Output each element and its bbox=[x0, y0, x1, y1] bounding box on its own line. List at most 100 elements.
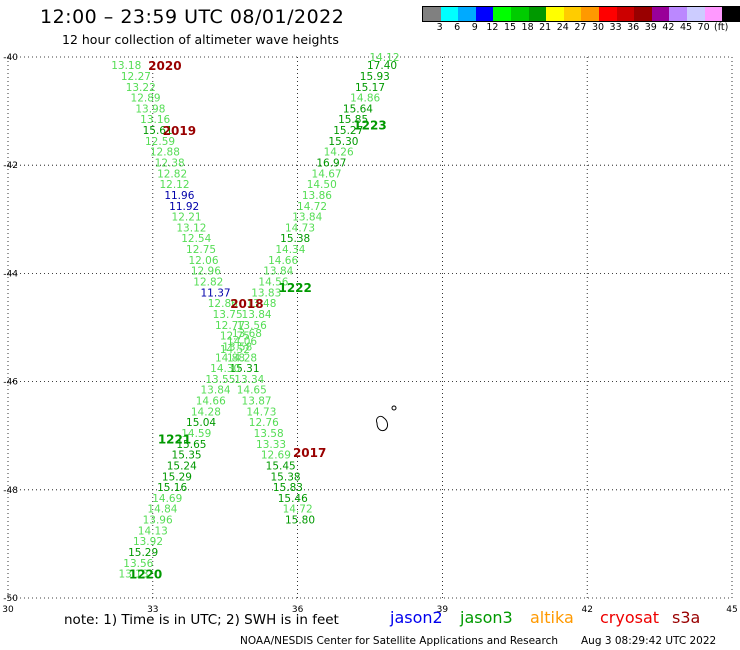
wave-height-value: 13.84 bbox=[201, 385, 231, 397]
wave-height-value: 12.21 bbox=[172, 212, 202, 224]
wave-height-value: 13.55 bbox=[205, 374, 235, 386]
colorbar-swatch bbox=[546, 7, 564, 21]
pass-time: 2018 bbox=[230, 297, 263, 311]
credit-text: NOAA/NESDIS Center for Satellite Applica… bbox=[240, 635, 558, 647]
wave-height-value: 11.96 bbox=[164, 190, 194, 202]
wave-height-value: 14.28 bbox=[227, 352, 257, 364]
wave-height-value: 13.56 bbox=[237, 320, 267, 332]
wave-height-value: 12.96 bbox=[191, 266, 221, 278]
wave-height-value: 15.30 bbox=[328, 136, 358, 148]
wave-height-value: 12.59 bbox=[145, 136, 175, 148]
colorbar-label: (ft) bbox=[714, 22, 729, 33]
colorbar-label: 30 bbox=[591, 22, 605, 33]
wave-height-value: 12.82 bbox=[193, 277, 223, 289]
wave-height-value: 12.76 bbox=[249, 417, 279, 429]
footer-note: note: 1) Time is in UTC; 2) SWH is in fe… bbox=[64, 612, 339, 628]
colorbar-swatch bbox=[581, 7, 599, 21]
colorbar-swatch bbox=[651, 7, 670, 21]
wave-height-value: 12.75 bbox=[220, 331, 250, 343]
colorbar-label: 42 bbox=[662, 22, 675, 33]
colorbar-label: 70 bbox=[697, 22, 710, 33]
lon-label: 45 bbox=[726, 605, 737, 615]
pass-time: 2017 bbox=[293, 446, 326, 460]
wave-height-value: 13.84 bbox=[242, 309, 272, 321]
colorbar-label: 15 bbox=[503, 22, 517, 33]
wave-height-value: 13.84 bbox=[292, 212, 322, 224]
wave-height-value: 14.67 bbox=[312, 168, 342, 180]
wave-height-value: 15.35 bbox=[172, 450, 202, 462]
pass-time-labels: 2020 2019 1223 1222 2018 1221 2017 1220 bbox=[129, 59, 387, 582]
wave-height-value: 11.92 bbox=[169, 201, 199, 213]
wave-height-value: 14.86 bbox=[350, 93, 380, 105]
timestamp-text: Aug 3 08:29:42 UTC 2022 bbox=[581, 635, 717, 647]
wave-height-value: 13.56 bbox=[123, 558, 153, 570]
lat-label: -46 bbox=[3, 378, 18, 388]
wave-height-value: 12.38 bbox=[155, 157, 185, 169]
colorbar-swatch bbox=[669, 7, 687, 21]
wave-height-value: 14.50 bbox=[307, 179, 337, 191]
wave-height-value: 15.93 bbox=[360, 71, 390, 83]
wave-height-value: 14.88 bbox=[215, 352, 245, 364]
wave-height-value: 12.86 bbox=[208, 298, 238, 310]
wave-height-value: 15.46 bbox=[278, 493, 308, 505]
colorbar-label: 3 bbox=[436, 22, 443, 33]
colorbar-swatch bbox=[686, 7, 705, 21]
wave-height-value: 14.13 bbox=[138, 525, 168, 537]
wave-height-value: 15.27 bbox=[333, 125, 363, 137]
colorbar-swatch bbox=[704, 7, 723, 21]
wave-height-value: 15.31 bbox=[229, 363, 259, 375]
colorbar-swatch bbox=[475, 7, 494, 21]
colorbar-label: 12 bbox=[486, 22, 499, 33]
pass-time: 2020 bbox=[148, 59, 181, 73]
wave-height-value: 15.24 bbox=[167, 460, 197, 472]
lat-label: -44 bbox=[3, 269, 18, 279]
lat-label: -42 bbox=[3, 161, 18, 171]
colorbar-label: 39 bbox=[644, 22, 657, 33]
wave-height-value: 12.27 bbox=[121, 71, 151, 83]
wave-height-value: 13.86 bbox=[302, 190, 332, 202]
colorbar-label: 36 bbox=[627, 22, 640, 33]
page-subtitle: 12 hour collection of altimeter wave hei… bbox=[62, 32, 339, 47]
wave-height-value: 13.83 bbox=[251, 287, 281, 299]
wave-height-value: 13.75 bbox=[213, 309, 243, 321]
wave-height-value: 14.73 bbox=[285, 222, 315, 234]
wave-height-value: 13.48 bbox=[246, 298, 276, 310]
colorbar-swatch bbox=[634, 7, 652, 21]
wave-height-labels: 13.1812.2713.2212.8913.9813.1615.6112.59… bbox=[111, 52, 399, 581]
wave-height-value: 14.28 bbox=[191, 406, 221, 418]
wave-height-value: 15.29 bbox=[128, 547, 158, 559]
pass-time: 1220 bbox=[129, 568, 162, 582]
wave-height-value: 14.72 bbox=[283, 504, 313, 516]
colorbar-label: 24 bbox=[556, 22, 569, 33]
wave-height-value: 15.29 bbox=[162, 471, 192, 483]
colorbar-labels: 3 6 9 12 15 18 21 24 27 30 33 36 39 42 45 70 (ft) bbox=[422, 22, 740, 34]
lon-label: 33 bbox=[147, 605, 158, 615]
wave-height-value: 12.77 bbox=[215, 320, 245, 332]
wave-height-value: 15.83 bbox=[273, 482, 303, 494]
wave-height-value: 13.13 bbox=[118, 569, 148, 581]
wave-height-value: 14.59 bbox=[181, 428, 211, 440]
wave-height-value: 13.58 bbox=[222, 341, 252, 353]
wave-height-value: 12.82 bbox=[157, 168, 187, 180]
wave-height-value: 13.22 bbox=[126, 82, 156, 94]
wave-height-value: 12.54 bbox=[181, 233, 211, 245]
pass-time: 2019 bbox=[163, 124, 196, 138]
wave-height-value: 14.26 bbox=[324, 147, 354, 159]
wave-height-value: 13.96 bbox=[143, 515, 173, 527]
wave-height-value: 13.16 bbox=[140, 114, 170, 126]
legend-cryosat: cryosat bbox=[600, 608, 660, 627]
wave-height-value: 14.12 bbox=[369, 52, 399, 64]
wave-height-value: 15.17 bbox=[355, 82, 385, 94]
wave-height-value: 14.73 bbox=[246, 406, 276, 418]
colorbar-label: 21 bbox=[539, 22, 552, 33]
colorbar-label: 33 bbox=[609, 22, 622, 33]
lat-label: -48 bbox=[3, 486, 18, 496]
wave-height-value: 15.16 bbox=[157, 482, 187, 494]
wave-height-value: 15.04 bbox=[186, 417, 216, 429]
colorbar-label: 18 bbox=[521, 22, 534, 33]
wave-height-value: 12.89 bbox=[131, 93, 161, 105]
map-grid bbox=[7, 56, 733, 599]
legend-jason3: jason3 bbox=[460, 608, 513, 627]
